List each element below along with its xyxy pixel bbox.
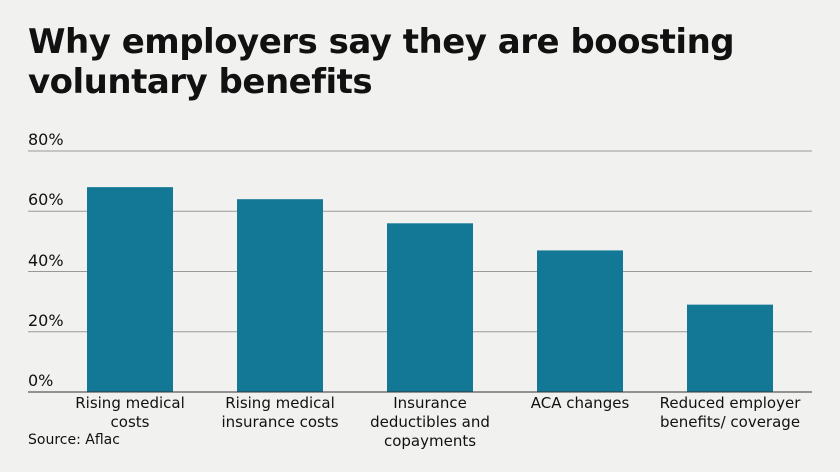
x-tick-label: Insurance deductibles and copayments [370,394,490,450]
x-tick-label: Rising medical insurance costs [221,394,339,431]
y-tick-label: 0% [28,371,54,390]
bar [387,223,473,392]
bar [237,199,323,392]
bar [87,187,173,392]
bar [687,304,773,392]
bar [537,250,623,392]
y-tick-label: 80% [28,130,64,149]
x-tick-label: ACA changes [530,394,630,412]
x-tick-label: Reduced employer benefits/ coverage [659,394,801,431]
source-note: Source: Aflac [28,432,120,448]
y-tick-label: 60% [28,190,64,210]
y-tick-label: 40% [28,250,64,270]
y-tick-label: 20% [28,310,64,330]
x-tick-label: Rising medical costs [75,394,185,431]
chart-title: Why employers say they are boosting volu… [28,22,735,102]
